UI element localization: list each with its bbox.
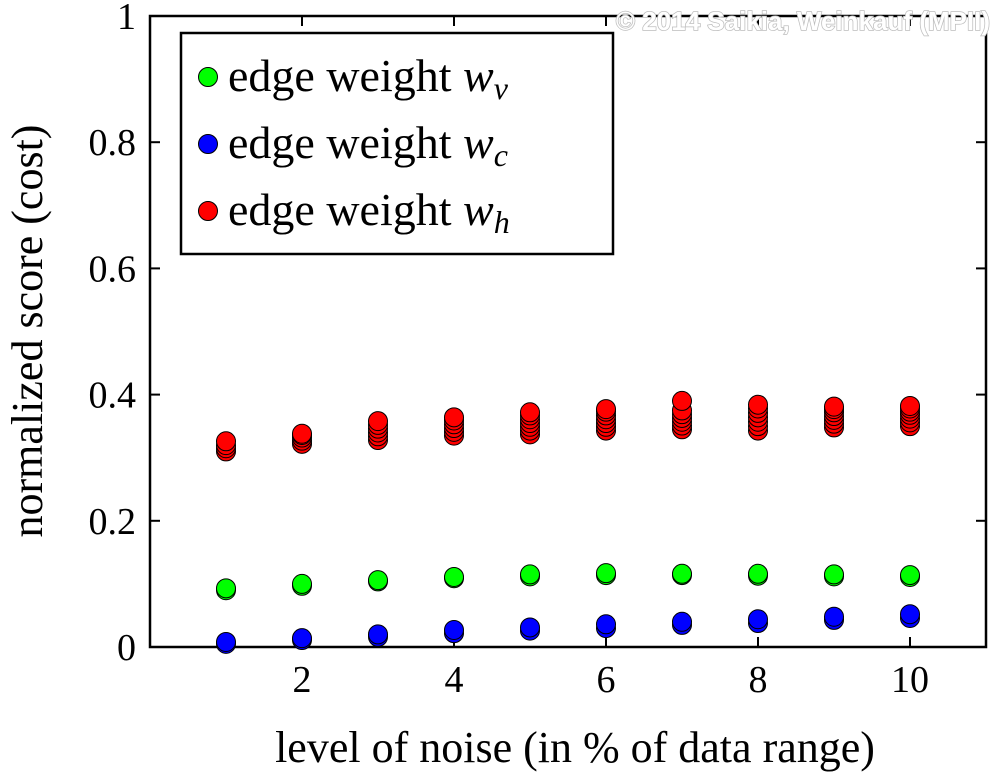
data-point-v [900, 565, 920, 586]
data-point-c [596, 614, 616, 635]
data-point-v [672, 563, 692, 584]
data-point-h [748, 394, 768, 415]
data-point-h [900, 395, 920, 416]
y-tick-label: 1 [117, 0, 136, 38]
data-point-c [292, 628, 312, 649]
y-axis: 0 0.2 0.4 0.6 0.8 1 [89, 0, 986, 669]
y-axis-label: normalized score (cost) [3, 125, 52, 538]
data-point-c [824, 606, 844, 627]
series-h [216, 390, 920, 462]
watermark: © 2014 Saikia, Weinkauf (MPII) [616, 6, 990, 36]
data-point-v [596, 563, 616, 584]
data-point-h [596, 399, 616, 420]
legend-box [179, 31, 615, 256]
y-tick-label: 0 [117, 627, 136, 669]
data-point-c [368, 624, 388, 645]
data-points [216, 390, 920, 654]
legend-marker-c [198, 134, 218, 154]
data-point-h [672, 390, 692, 411]
x-axis: 2 4 6 8 10 [293, 16, 929, 701]
data-point-c [748, 609, 768, 630]
data-point-v [216, 578, 236, 599]
data-point-c [900, 604, 920, 625]
data-point-v [292, 573, 312, 594]
data-point-h [824, 396, 844, 417]
series-v [216, 563, 920, 601]
x-tick-label: 6 [597, 659, 616, 701]
data-point-v [824, 564, 844, 585]
data-point-v [444, 566, 464, 587]
plot-frame [148, 14, 988, 649]
legend-label-c: edge weight wc [228, 117, 508, 173]
x-tick-label: 2 [293, 659, 312, 701]
y-tick-label: 0.8 [89, 122, 137, 164]
data-point-v [520, 564, 540, 585]
x-tick-label: 10 [891, 659, 929, 701]
y-tick-label: 0.6 [89, 248, 137, 290]
data-point-c [520, 617, 540, 638]
legend: edge weight wv edge weight wc edge weight … [179, 31, 615, 256]
data-point-h [444, 407, 464, 428]
data-point-h [368, 411, 388, 432]
data-point-c [216, 631, 236, 652]
data-point-v [368, 570, 388, 591]
legend-marker-h [198, 201, 218, 221]
data-point-c [444, 619, 464, 640]
data-point-h [216, 431, 236, 452]
y-tick-label: 0.4 [89, 375, 137, 417]
x-tick-label: 8 [749, 659, 768, 701]
legend-marker-v [198, 67, 218, 87]
data-point-c [672, 611, 692, 632]
legend-label-h: edge weight wh [228, 184, 510, 240]
x-axis-label: level of noise (in % of data range) [275, 723, 875, 772]
series-c [216, 604, 920, 654]
data-point-h [520, 402, 540, 423]
data-point-v [748, 563, 768, 584]
y-tick-label: 0.2 [89, 501, 137, 543]
x-tick-label: 4 [445, 659, 464, 701]
legend-label-v: edge weight wv [228, 50, 509, 106]
data-point-h [292, 423, 312, 444]
